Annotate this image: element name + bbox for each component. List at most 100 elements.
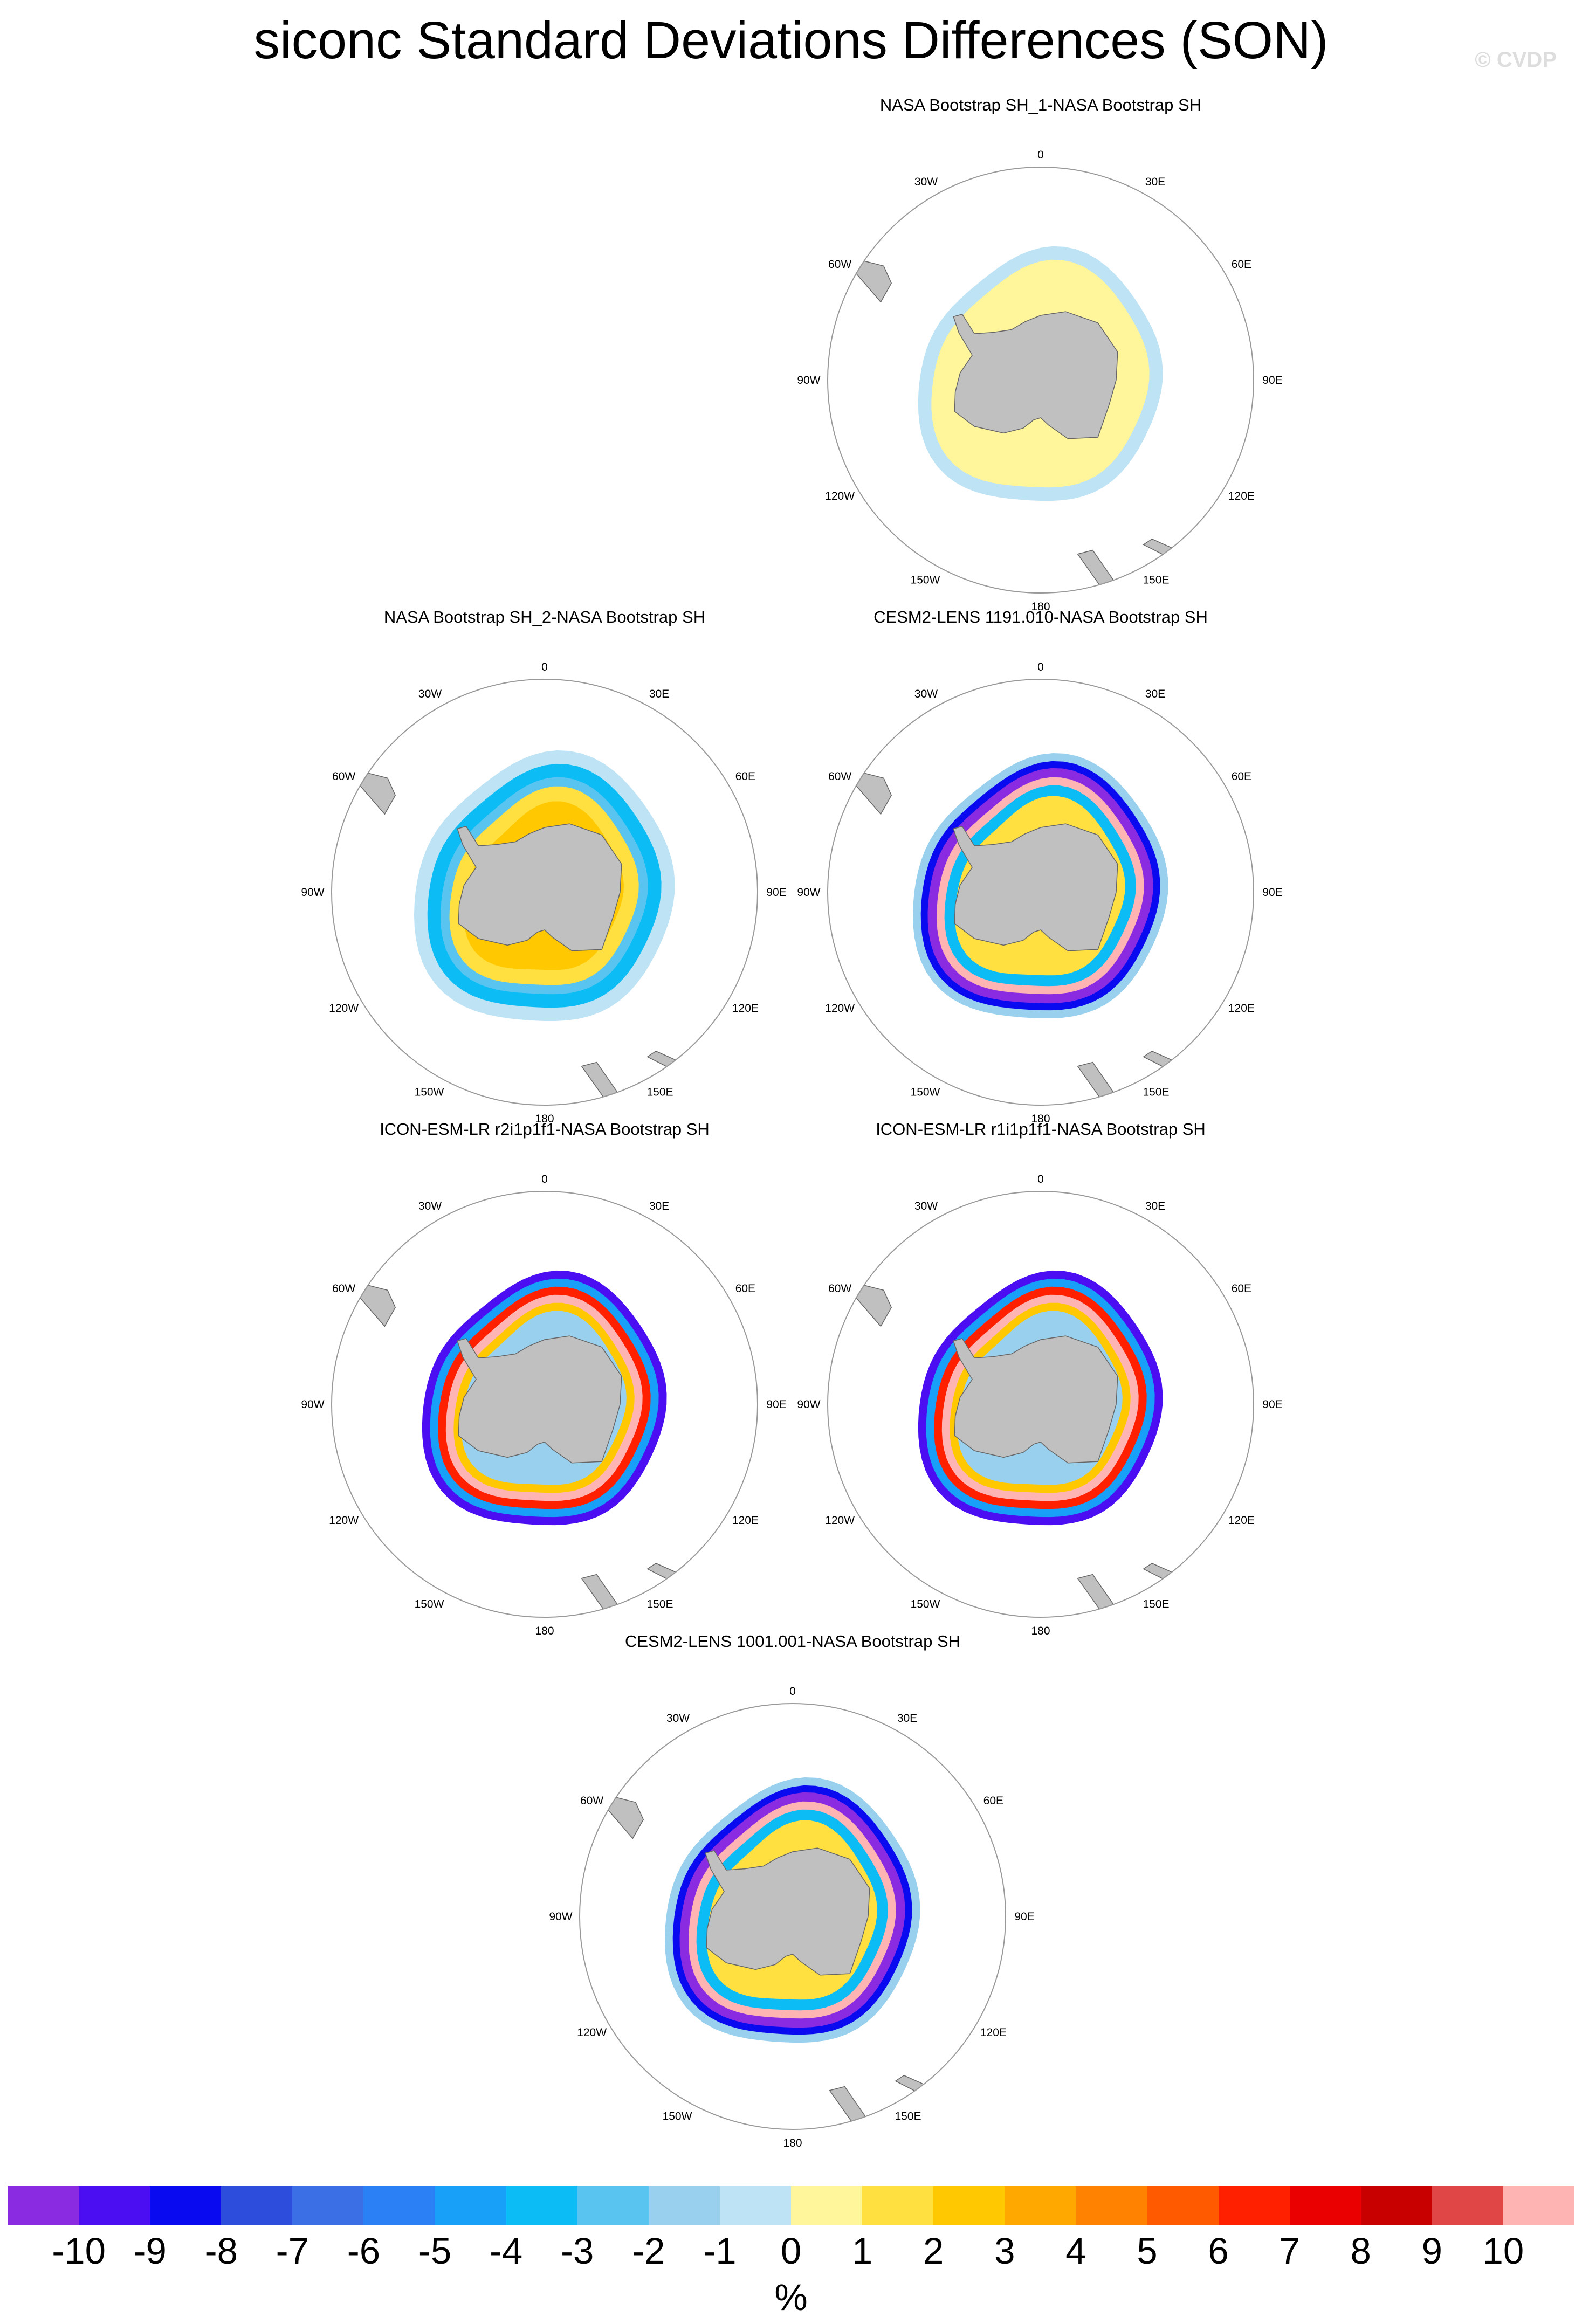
longitude-label: 120E <box>980 2026 1007 2039</box>
colorbar-tick-label: -7 <box>276 2230 309 2272</box>
longitude-label: 180 <box>1031 601 1050 613</box>
longitude-label: 90E <box>1262 886 1282 899</box>
south-america-landmass <box>855 1285 892 1327</box>
longitude-label: 60E <box>735 1282 755 1295</box>
longitude-label: 150W <box>415 1598 444 1611</box>
longitude-label: 30E <box>649 1200 669 1212</box>
longitude-label: 60W <box>332 1282 355 1295</box>
colorbar-swatch <box>1432 2186 1503 2225</box>
longitude-label: 0 <box>1037 149 1044 161</box>
map-boundary <box>827 1191 1254 1618</box>
longitude-label: 120W <box>577 2026 607 2039</box>
longitude-label: 150W <box>415 1086 444 1099</box>
longitude-label: 30E <box>1145 1200 1165 1212</box>
longitude-label: 150E <box>1143 1086 1169 1099</box>
polar-map: 0 180 90E 90W 30E 60E 120E 150E 30W 60W 120W 150W <box>797 1173 1282 1637</box>
colorbar-tick-label: -2 <box>632 2230 665 2272</box>
colorbar-swatch <box>1005 2186 1076 2225</box>
map-boundary <box>827 679 1254 1106</box>
longitude-label: 120E <box>732 1002 759 1015</box>
colorbar-swatch <box>933 2186 1005 2225</box>
panel-title: NASA Bootstrap SH_1-NASA Bootstrap SH <box>879 95 1202 114</box>
map-panel: NASA Bootstrap SH_1-NASA Bootstrap SH 0 18… <box>779 95 1302 613</box>
longitude-label: 150W <box>663 2111 692 2123</box>
longitude-label: 30E <box>1145 176 1165 188</box>
longitude-label: 30W <box>914 688 938 700</box>
longitude-label: 120W <box>825 1514 855 1527</box>
colorbar-tick-label: -5 <box>418 2230 452 2272</box>
antarctica-landmass <box>953 823 1118 951</box>
map-panel: CESM2-LENS 1001.001-NASA Bootstrap SH 0 18… <box>531 1632 1054 2149</box>
longitude-label: 30W <box>418 688 442 700</box>
longitude-label: 90W <box>797 1398 820 1411</box>
longitude-label: 30W <box>418 1200 442 1212</box>
longitude-label: 90E <box>1262 374 1282 387</box>
polar-map: 0 180 90E 90W 30E 60E 120E 150E 30W 60W 120W 150W <box>797 661 1282 1125</box>
colorbar-tick-label: 10 <box>1482 2230 1524 2272</box>
polar-map: 0 180 90E 90W 30E 60E 120E 150E 30W 60W 120W 150W <box>549 1685 1034 2149</box>
longitude-label: 90W <box>797 886 820 899</box>
colorbar-tick-label: -6 <box>347 2230 381 2272</box>
longitude-label: 120W <box>825 490 855 502</box>
colorbar-tick-label: 9 <box>1421 2230 1442 2272</box>
figure-title: siconc Standard Deviations Differences (… <box>253 11 1329 70</box>
south-america-landmass <box>359 1285 396 1327</box>
antarctica-landmass <box>953 1335 1118 1464</box>
colorbar-swatch <box>79 2186 150 2225</box>
longitude-label: 120W <box>825 1002 855 1015</box>
longitude-label: 60W <box>580 1795 603 1807</box>
longitude-label: 60E <box>1232 258 1251 271</box>
map-panel: ICON-ESM-LR r1i1p1f1-NASA Bootstrap SH 0 1… <box>779 1120 1302 1637</box>
longitude-label: 90E <box>1014 1911 1034 1923</box>
colorbar-swatch <box>577 2186 649 2225</box>
longitude-label: 180 <box>783 2137 802 2149</box>
colorbar-tick-label: 2 <box>923 2230 944 2272</box>
longitude-label: 150E <box>1143 1598 1169 1611</box>
longitude-label: 120E <box>1228 1002 1255 1015</box>
longitude-label: 150W <box>911 1086 940 1099</box>
longitude-label: 90E <box>1262 1398 1282 1411</box>
longitude-label: 0 <box>789 1685 796 1698</box>
longitude-label: 60W <box>828 770 851 783</box>
longitude-label: 60E <box>735 770 755 783</box>
longitude-label: 120E <box>732 1514 759 1527</box>
longitude-label: 0 <box>1037 661 1044 673</box>
colorbar-swatch <box>363 2186 435 2225</box>
colorbar-swatch <box>1218 2186 1290 2225</box>
antarctica-landmass <box>457 823 622 951</box>
map-boundary <box>331 679 758 1106</box>
longitude-label: 0 <box>541 1173 548 1185</box>
colorbar-swatch <box>1360 2186 1432 2225</box>
colorbar-swatch <box>292 2186 364 2225</box>
south-america-landmass <box>855 773 892 815</box>
longitude-label: 30E <box>649 688 669 700</box>
colorbar-tick-label: 1 <box>851 2230 873 2272</box>
map-boundary <box>579 1703 1006 2130</box>
colorbar-tick-label: -9 <box>133 2230 167 2272</box>
colorbar-swatch <box>1076 2186 1147 2225</box>
longitude-label: 60W <box>332 770 355 783</box>
polar-map: 0 180 90E 90W 30E 60E 120E 150E 30W 60W 120W 150W <box>301 661 786 1125</box>
longitude-label: 120W <box>329 1002 359 1015</box>
longitude-label: 150W <box>911 1598 940 1611</box>
colorbar-swatch <box>8 2186 79 2225</box>
antarctica-landmass <box>705 1847 870 1976</box>
colorbar-tick-label: -10 <box>52 2230 106 2272</box>
longitude-label: 30W <box>914 176 938 188</box>
longitude-label: 90W <box>797 374 820 387</box>
colorbar-unit: % <box>774 2277 808 2318</box>
south-america-landmass <box>855 260 892 303</box>
longitude-label: 30W <box>914 1200 938 1212</box>
colorbar-tick-label: -3 <box>561 2230 594 2272</box>
colorbar-swatch <box>221 2186 293 2225</box>
longitude-label: 180 <box>1031 1625 1050 1637</box>
map-boundary <box>827 167 1254 594</box>
colorbar-tick-label: -8 <box>204 2230 238 2272</box>
colorbar-tick-label: 0 <box>780 2230 802 2272</box>
longitude-label: 90E <box>766 886 786 899</box>
longitude-label: 150E <box>895 2111 921 2123</box>
longitude-label: 150E <box>646 1598 673 1611</box>
colorbar-swatch <box>648 2186 720 2225</box>
longitude-label: 0 <box>1037 1173 1044 1185</box>
panel-title: ICON-ESM-LR r1i1p1f1-NASA Bootstrap SH <box>876 1120 1206 1139</box>
